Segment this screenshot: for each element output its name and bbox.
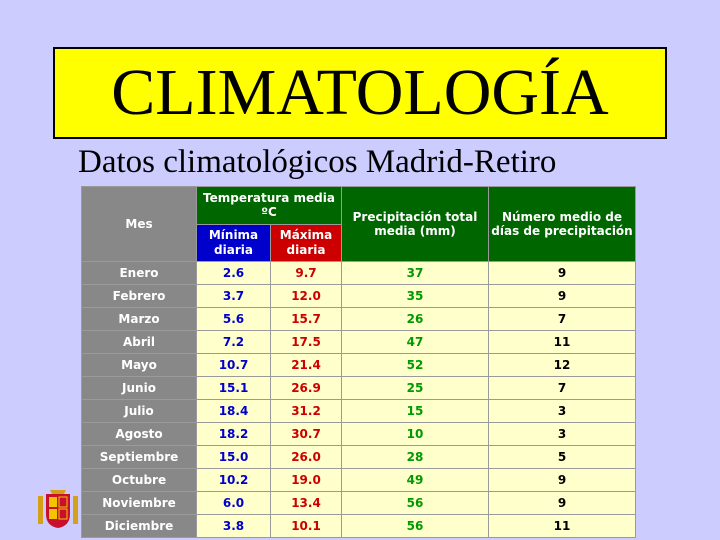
precip-days-cell: 7 [488, 376, 636, 400]
header-mes: Mes [81, 186, 197, 262]
precipitation-cell: 25 [341, 376, 489, 400]
min-temp-cell: 15.0 [196, 445, 271, 469]
precip-days-cell: 11 [488, 514, 636, 538]
precipitation-cell: 56 [341, 491, 489, 515]
min-temp-cell: 10.7 [196, 353, 271, 377]
month-cell: Octubre [81, 468, 197, 492]
max-temp-cell: 19.0 [270, 468, 342, 492]
max-temp-cell: 21.4 [270, 353, 342, 377]
min-temp-cell: 6.0 [196, 491, 271, 515]
month-cell: Septiembre [81, 445, 197, 469]
precipitation-cell: 47 [341, 330, 489, 354]
min-temp-cell: 18.2 [196, 422, 271, 446]
min-temp-cell: 7.2 [196, 330, 271, 354]
table-row: Noviembre 6.0 13.4 56 9 [81, 491, 636, 515]
max-temp-cell: 31.2 [270, 399, 342, 423]
month-cell: Marzo [81, 307, 197, 331]
table-row: Mayo 10.7 21.4 52 12 [81, 353, 636, 377]
table-row: Abril 7.2 17.5 47 11 [81, 330, 636, 354]
table-row: Febrero 3.7 12.0 35 9 [81, 284, 636, 308]
precipitation-cell: 56 [341, 514, 489, 538]
min-temp-cell: 3.7 [196, 284, 271, 308]
precipitation-cell: 52 [341, 353, 489, 377]
precip-days-cell: 3 [488, 422, 636, 446]
precip-days-cell: 11 [488, 330, 636, 354]
precip-days-cell: 9 [488, 468, 636, 492]
precipitation-cell: 28 [341, 445, 489, 469]
header-maxima: Máxima diaria [270, 223, 342, 262]
page-subtitle: Datos climatológicos Madrid-Retiro [78, 144, 557, 180]
month-cell: Agosto [81, 422, 197, 446]
climate-table: Mes Temperatura media ºC Precipitación t… [81, 186, 636, 538]
precip-days-cell: 9 [488, 284, 636, 308]
header-temperatura: Temperatura media ºC [196, 186, 342, 225]
month-cell: Noviembre [81, 491, 197, 515]
max-temp-cell: 17.5 [270, 330, 342, 354]
precip-days-cell: 3 [488, 399, 636, 423]
precip-days-cell: 7 [488, 307, 636, 331]
precipitation-cell: 10 [341, 422, 489, 446]
table-row: Enero 2.6 9.7 37 9 [81, 261, 636, 285]
table-row: Agosto 18.2 30.7 10 3 [81, 422, 636, 446]
precipitation-cell: 37 [341, 261, 489, 285]
max-temp-cell: 30.7 [270, 422, 342, 446]
table-row: Septiembre 15.0 26.0 28 5 [81, 445, 636, 469]
precipitation-cell: 49 [341, 468, 489, 492]
header-minima: Mínima diaria [196, 223, 271, 262]
month-cell: Abril [81, 330, 197, 354]
precip-days-cell: 9 [488, 491, 636, 515]
max-temp-cell: 10.1 [270, 514, 342, 538]
precipitation-cell: 15 [341, 399, 489, 423]
table-row: Diciembre 3.8 10.1 56 11 [81, 514, 636, 538]
month-cell: Julio [81, 399, 197, 423]
max-temp-cell: 15.7 [270, 307, 342, 331]
max-temp-cell: 12.0 [270, 284, 342, 308]
precip-days-cell: 9 [488, 261, 636, 285]
table-row: Julio 18.4 31.2 15 3 [81, 399, 636, 423]
header-dias-precipitacion: Número medio de días de precipitación [488, 186, 636, 262]
month-cell: Diciembre [81, 514, 197, 538]
max-temp-cell: 9.7 [270, 261, 342, 285]
table-row: Junio 15.1 26.9 25 7 [81, 376, 636, 400]
page-title: CLIMATOLOGÍA [111, 56, 609, 129]
title-box: CLIMATOLOGÍA [53, 47, 667, 139]
month-cell: Mayo [81, 353, 197, 377]
min-temp-cell: 5.6 [196, 307, 271, 331]
header-precipitacion: Precipitación total media (mm) [341, 186, 489, 262]
table-row: Marzo 5.6 15.7 26 7 [81, 307, 636, 331]
max-temp-cell: 26.0 [270, 445, 342, 469]
min-temp-cell: 15.1 [196, 376, 271, 400]
month-cell: Febrero [81, 284, 197, 308]
precipitation-cell: 26 [341, 307, 489, 331]
min-temp-cell: 18.4 [196, 399, 271, 423]
table-body: Enero 2.6 9.7 37 9 Febrero 3.7 12.0 35 9 Marzo 5.6 1… [81, 261, 636, 538]
max-temp-cell: 13.4 [270, 491, 342, 515]
precip-days-cell: 5 [488, 445, 636, 469]
coat-of-arms-icon [36, 488, 80, 530]
precipitation-cell: 35 [341, 284, 489, 308]
min-temp-cell: 3.8 [196, 514, 271, 538]
month-cell: Junio [81, 376, 197, 400]
max-temp-cell: 26.9 [270, 376, 342, 400]
min-temp-cell: 10.2 [196, 468, 271, 492]
table-row: Octubre 10.2 19.0 49 9 [81, 468, 636, 492]
min-temp-cell: 2.6 [196, 261, 271, 285]
precip-days-cell: 12 [488, 353, 636, 377]
month-cell: Enero [81, 261, 197, 285]
